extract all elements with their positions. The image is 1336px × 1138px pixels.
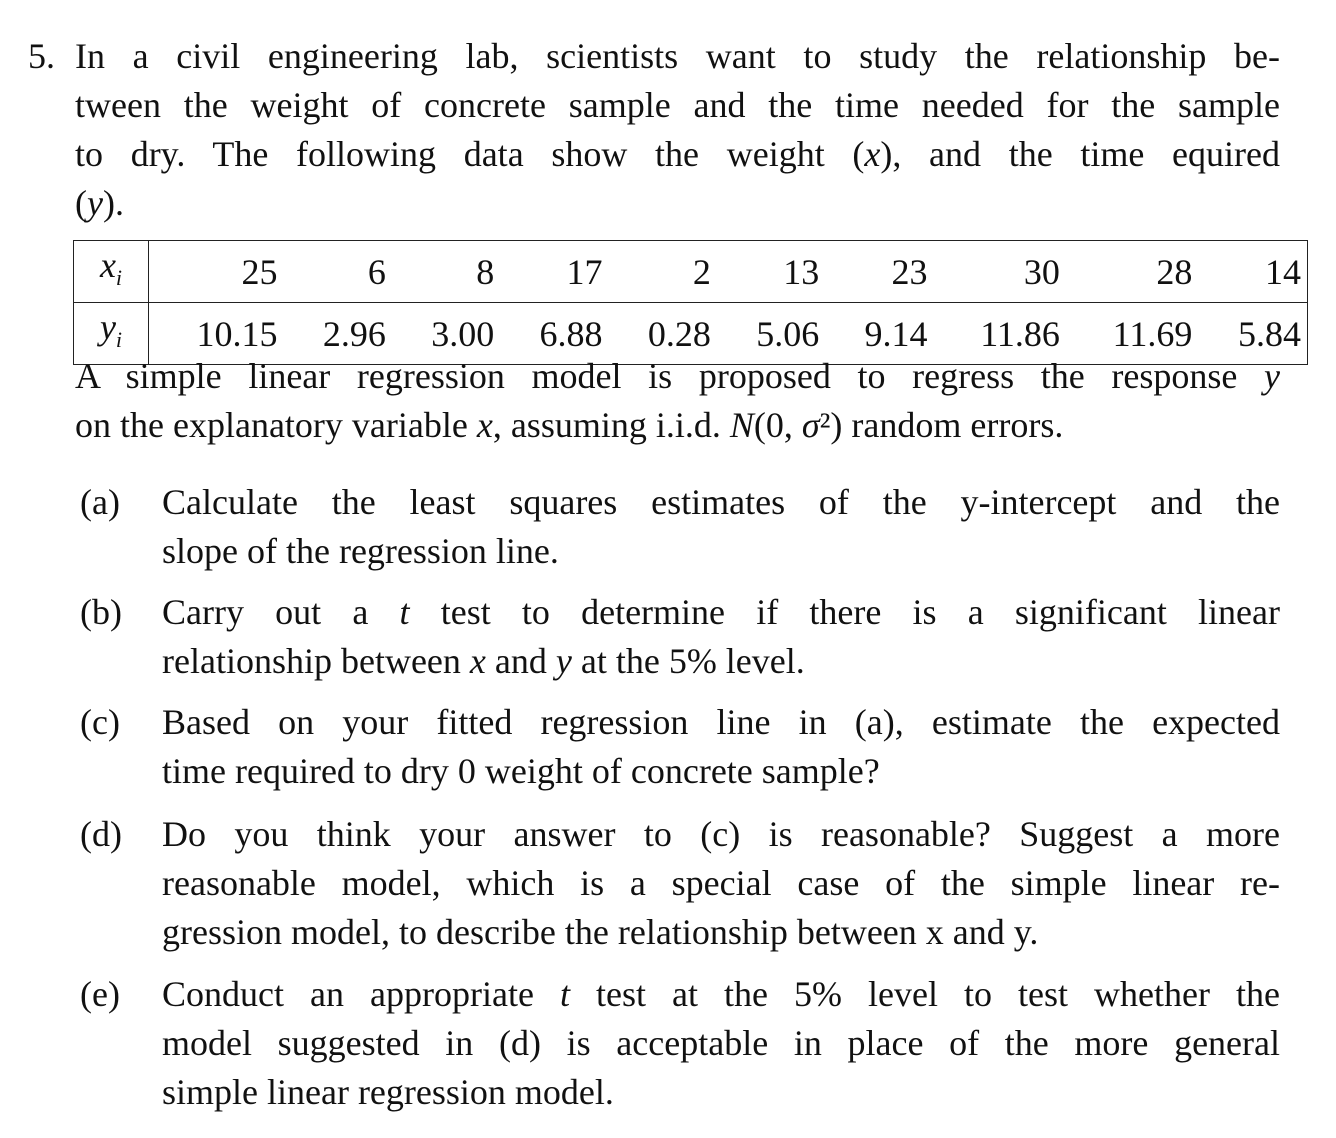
y-value-cell: 5.06 <box>716 302 826 366</box>
model-description: A simple linear regression model is prop… <box>75 352 1280 450</box>
x-header: xi <box>73 239 149 304</box>
x-value-cell: 8 <box>391 239 501 304</box>
text: test to determine if there is a signific… <box>409 592 1280 632</box>
text: Carry out a <box>162 592 400 632</box>
part-text: Carry out a t test to determine if there… <box>162 588 1280 686</box>
part-text: Conduct an appropriate t test at the 5% … <box>162 970 1280 1117</box>
text: , assuming i.i.d. <box>492 405 730 445</box>
text: (0, <box>753 405 802 445</box>
table-row-y: yi 10.15 2.96 3.00 6.88 0.28 5.06 9.14 11.86 11.… <box>73 302 1309 366</box>
y-value-cell: 11.86 <box>933 302 1066 366</box>
y-value-cell: 2.96 <box>283 302 392 366</box>
problem-number: 5. <box>28 36 55 76</box>
text: Based on your fitted regression line in … <box>162 702 1280 742</box>
part-line: time required to dry 0 weight of concret… <box>162 747 1280 796</box>
y-header: yi <box>73 302 149 366</box>
intro-line: to dry. The following data show the weig… <box>75 130 1280 179</box>
y-value-cell: 11.69 <box>1065 302 1199 366</box>
part-text: Based on your fitted regression line in … <box>162 698 1280 796</box>
part-line: gression model, to describe the relation… <box>162 908 1280 957</box>
math-symbol: x <box>469 641 486 681</box>
x-sub: i <box>115 265 123 291</box>
part-label: (a) <box>80 482 120 522</box>
x-value-cell: 13 <box>716 239 826 304</box>
problem-intro: In a civil engineering lab, scientists w… <box>75 32 1280 228</box>
part-text: Calculate the least squares estimates of… <box>162 478 1280 576</box>
intro-line: (y). <box>75 179 1280 228</box>
text: ( <box>75 183 87 223</box>
x-value-cell: 6 <box>283 239 392 304</box>
y-value-cell: 9.14 <box>825 302 934 366</box>
text: relationship between <box>162 641 470 681</box>
x-value-cell: 28 <box>1065 239 1199 304</box>
math-symbol: x <box>864 134 881 174</box>
model-line: A simple linear regression model is prop… <box>75 352 1280 401</box>
text: on the explanatory variable <box>75 405 477 445</box>
text: model suggested in (d) is acceptable in … <box>162 1023 1280 1063</box>
part-line: Do you think your answer to (c) is reaso… <box>162 810 1280 859</box>
text: ), and the time equired <box>880 134 1280 174</box>
part-line: slope of the regression line. <box>162 527 1280 576</box>
text: A simple linear regression model is prop… <box>75 356 1265 396</box>
y-value-cell: 0.28 <box>608 302 717 366</box>
data-table: xi 25 6 8 17 2 13 23 30 28 14 yi 10.15 2.96 3.00 6.8… <box>73 239 1309 366</box>
part-label: (d) <box>80 814 122 854</box>
math-symbol: t <box>399 592 410 632</box>
text: In a civil engineering lab, scientists w… <box>75 36 1280 76</box>
text: reasonable model, which is a special cas… <box>162 863 1280 903</box>
part-line: relationship between x and y at the 5% l… <box>162 637 1280 686</box>
x-label: x <box>99 245 116 285</box>
math-symbol: y <box>87 183 103 223</box>
part-line: Based on your fitted regression line in … <box>162 698 1280 747</box>
part-label: (b) <box>80 592 122 632</box>
text: gression model, to describe the relation… <box>162 912 1039 952</box>
text: Do you think your answer to (c) is reaso… <box>162 814 1280 854</box>
part-line: Carry out a t test to determine if there… <box>162 588 1280 637</box>
part-line: Calculate the least squares estimates of… <box>162 478 1280 527</box>
x-value-cell: 25 <box>148 239 284 304</box>
text: time required to dry 0 weight of concret… <box>162 751 880 791</box>
x-value-cell: 17 <box>500 239 609 304</box>
intro-line: In a civil engineering lab, scientists w… <box>75 32 1280 81</box>
text: at the 5% level. <box>571 641 805 681</box>
math-symbol: t <box>559 974 570 1014</box>
y-value-cell: 5.84 <box>1198 302 1309 366</box>
x-value-cell: 30 <box>933 239 1066 304</box>
y-value-cell: 6.88 <box>500 302 609 366</box>
text: simple linear regression model. <box>162 1072 614 1112</box>
math-symbol: σ <box>801 405 820 445</box>
text: and <box>485 641 556 681</box>
math-symbol: y <box>1264 356 1280 396</box>
part-text: Do you think your answer to (c) is reaso… <box>162 810 1280 957</box>
intro-line: tween the weight of concrete sample and … <box>75 81 1280 130</box>
text: ). <box>102 183 124 223</box>
part-line: model suggested in (d) is acceptable in … <box>162 1019 1280 1068</box>
text: to dry. The following data show the weig… <box>75 134 865 174</box>
math-symbol: N <box>729 405 754 445</box>
text: ²) random errors. <box>819 405 1064 445</box>
y-sub: i <box>115 327 123 353</box>
text: test at the 5% level to test whether the <box>569 974 1280 1014</box>
math-symbol: y <box>555 641 572 681</box>
table-row-x: xi 25 6 8 17 2 13 23 30 28 14 <box>73 239 1309 304</box>
model-line: on the explanatory variable x, assuming … <box>75 401 1280 450</box>
y-value-cell: 10.15 <box>148 302 284 366</box>
part-line: Conduct an appropriate t test at the 5% … <box>162 970 1280 1019</box>
y-label: y <box>99 307 116 348</box>
x-value-cell: 14 <box>1198 239 1309 304</box>
text: tween the weight of concrete sample and … <box>75 85 1280 125</box>
part-label: (e) <box>80 974 120 1014</box>
y-value-cell: 3.00 <box>391 302 501 366</box>
text: Calculate the least squares estimates of… <box>162 482 1280 522</box>
text: Conduct an appropriate <box>162 974 560 1014</box>
x-value-cell: 23 <box>825 239 934 304</box>
math-symbol: x <box>476 405 493 445</box>
x-value-cell: 2 <box>608 239 717 304</box>
text: slope of the regression line. <box>162 531 559 571</box>
part-label: (c) <box>80 702 120 742</box>
part-line: simple linear regression model. <box>162 1068 1280 1117</box>
part-line: reasonable model, which is a special cas… <box>162 859 1280 908</box>
